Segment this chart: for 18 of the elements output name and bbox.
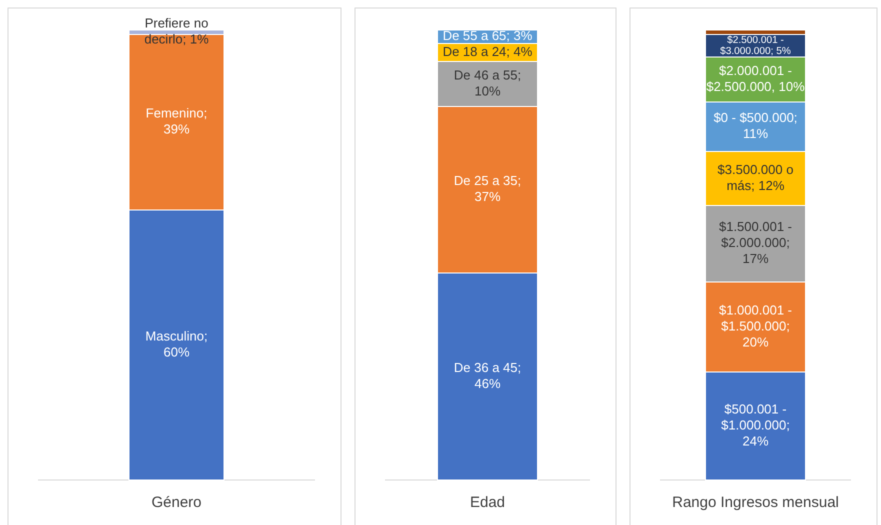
data-label: $0 - $500.000; 11% (714, 110, 798, 142)
data-label: De 55 a 65; 3% (442, 28, 533, 44)
data-label: Masculino; 60% (145, 328, 208, 360)
data-label: $2.000.001 - $2.500.000, 10% (706, 62, 806, 94)
data-label: Prefiere no decirlo; 1% (144, 16, 210, 47)
data-label: De 36 a 45; 46% (454, 360, 522, 391)
data-label: $1.000.001 - $1.500.000; 20% (718, 302, 792, 350)
data-label: De 46 a 55; 10% (454, 67, 522, 98)
data-label: $3.500.000 o más; 12% (718, 162, 794, 193)
x-tick-label: Género (151, 494, 202, 511)
x-tick-label: Edad (470, 494, 506, 511)
data-label: De 25 a 35; 37% (454, 173, 522, 204)
data-label: Femenino; 39% (146, 106, 208, 137)
data-label: De 18 a 24; 4% (442, 44, 533, 59)
data-label: $1.500.001 - $2.000.000; 17% (718, 219, 792, 266)
x-tick-label: Rango Ingresos mensual (672, 494, 839, 511)
data-label: $500.001 - $1.000.000; 24% (721, 401, 790, 448)
data-label: $2.500.001 - $3.000.000; 5% (720, 34, 791, 58)
